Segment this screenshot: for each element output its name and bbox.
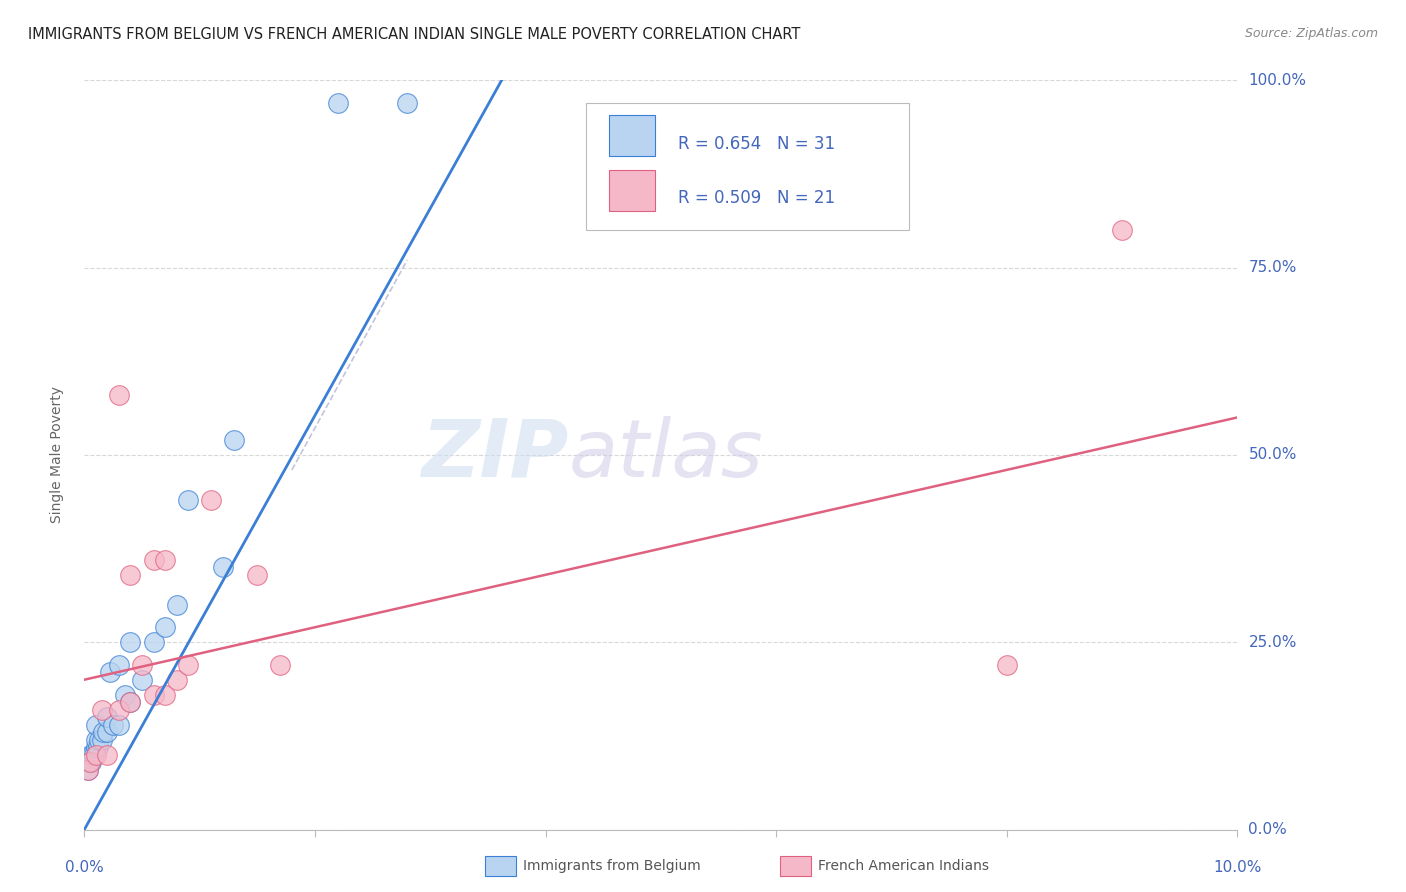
Text: R = 0.654   N = 31: R = 0.654 N = 31 xyxy=(678,135,835,153)
Point xyxy=(211,560,233,574)
Point xyxy=(1111,223,1133,237)
Point xyxy=(269,657,291,672)
FancyBboxPatch shape xyxy=(609,169,655,211)
Text: IMMIGRANTS FROM BELGIUM VS FRENCH AMERICAN INDIAN SINGLE MALE POVERTY CORRELATIO: IMMIGRANTS FROM BELGIUM VS FRENCH AMERIC… xyxy=(28,27,800,42)
Text: 100.0%: 100.0% xyxy=(1249,73,1306,87)
Point xyxy=(90,732,112,747)
Text: 0.0%: 0.0% xyxy=(1249,822,1286,837)
Point xyxy=(80,755,103,769)
Text: atlas: atlas xyxy=(568,416,763,494)
Point xyxy=(84,732,107,747)
Text: 25.0%: 25.0% xyxy=(1249,635,1296,649)
Y-axis label: Single Male Poverty: Single Male Poverty xyxy=(49,386,63,524)
Point xyxy=(96,725,118,739)
Point xyxy=(153,620,176,634)
Point xyxy=(120,635,142,649)
Point xyxy=(84,747,107,762)
Point xyxy=(83,747,105,762)
Point xyxy=(153,688,176,702)
Text: French American Indians: French American Indians xyxy=(818,859,990,873)
Point xyxy=(89,732,111,747)
Point xyxy=(153,553,176,567)
Point xyxy=(76,763,98,777)
Point xyxy=(120,567,142,582)
Point xyxy=(114,688,136,702)
Point xyxy=(96,747,118,762)
FancyBboxPatch shape xyxy=(586,103,908,230)
Text: ZIP: ZIP xyxy=(422,416,568,494)
Point xyxy=(84,717,107,731)
Point xyxy=(120,695,142,709)
Point xyxy=(77,755,100,769)
Point xyxy=(120,695,142,709)
Text: 50.0%: 50.0% xyxy=(1249,448,1296,462)
Text: 10.0%: 10.0% xyxy=(1213,860,1261,875)
Point xyxy=(224,433,246,447)
Point xyxy=(98,665,121,680)
Point xyxy=(84,740,107,755)
Point xyxy=(142,688,165,702)
Point xyxy=(108,657,131,672)
Point xyxy=(91,725,114,739)
Point xyxy=(131,673,153,687)
Point xyxy=(200,492,222,507)
Point xyxy=(108,388,131,402)
Point xyxy=(396,95,419,110)
Point xyxy=(166,673,188,687)
Point xyxy=(90,703,112,717)
Point xyxy=(142,635,165,649)
Point xyxy=(76,763,98,777)
Point xyxy=(177,492,200,507)
Point xyxy=(995,657,1018,672)
Point xyxy=(108,703,131,717)
Point xyxy=(177,657,200,672)
Point xyxy=(131,657,153,672)
Point xyxy=(79,747,101,762)
Text: Immigrants from Belgium: Immigrants from Belgium xyxy=(523,859,700,873)
Point xyxy=(82,747,104,762)
Text: R = 0.509   N = 21: R = 0.509 N = 21 xyxy=(678,189,835,207)
Point xyxy=(246,567,269,582)
Point xyxy=(87,740,110,755)
Text: 0.0%: 0.0% xyxy=(65,860,104,875)
Text: Source: ZipAtlas.com: Source: ZipAtlas.com xyxy=(1244,27,1378,40)
Text: 75.0%: 75.0% xyxy=(1249,260,1296,275)
Point xyxy=(103,717,124,731)
FancyBboxPatch shape xyxy=(609,115,655,156)
Point xyxy=(96,710,118,724)
Point xyxy=(166,598,188,612)
Point xyxy=(79,755,101,769)
Point xyxy=(142,553,165,567)
Point xyxy=(108,717,131,731)
Point xyxy=(326,95,349,110)
